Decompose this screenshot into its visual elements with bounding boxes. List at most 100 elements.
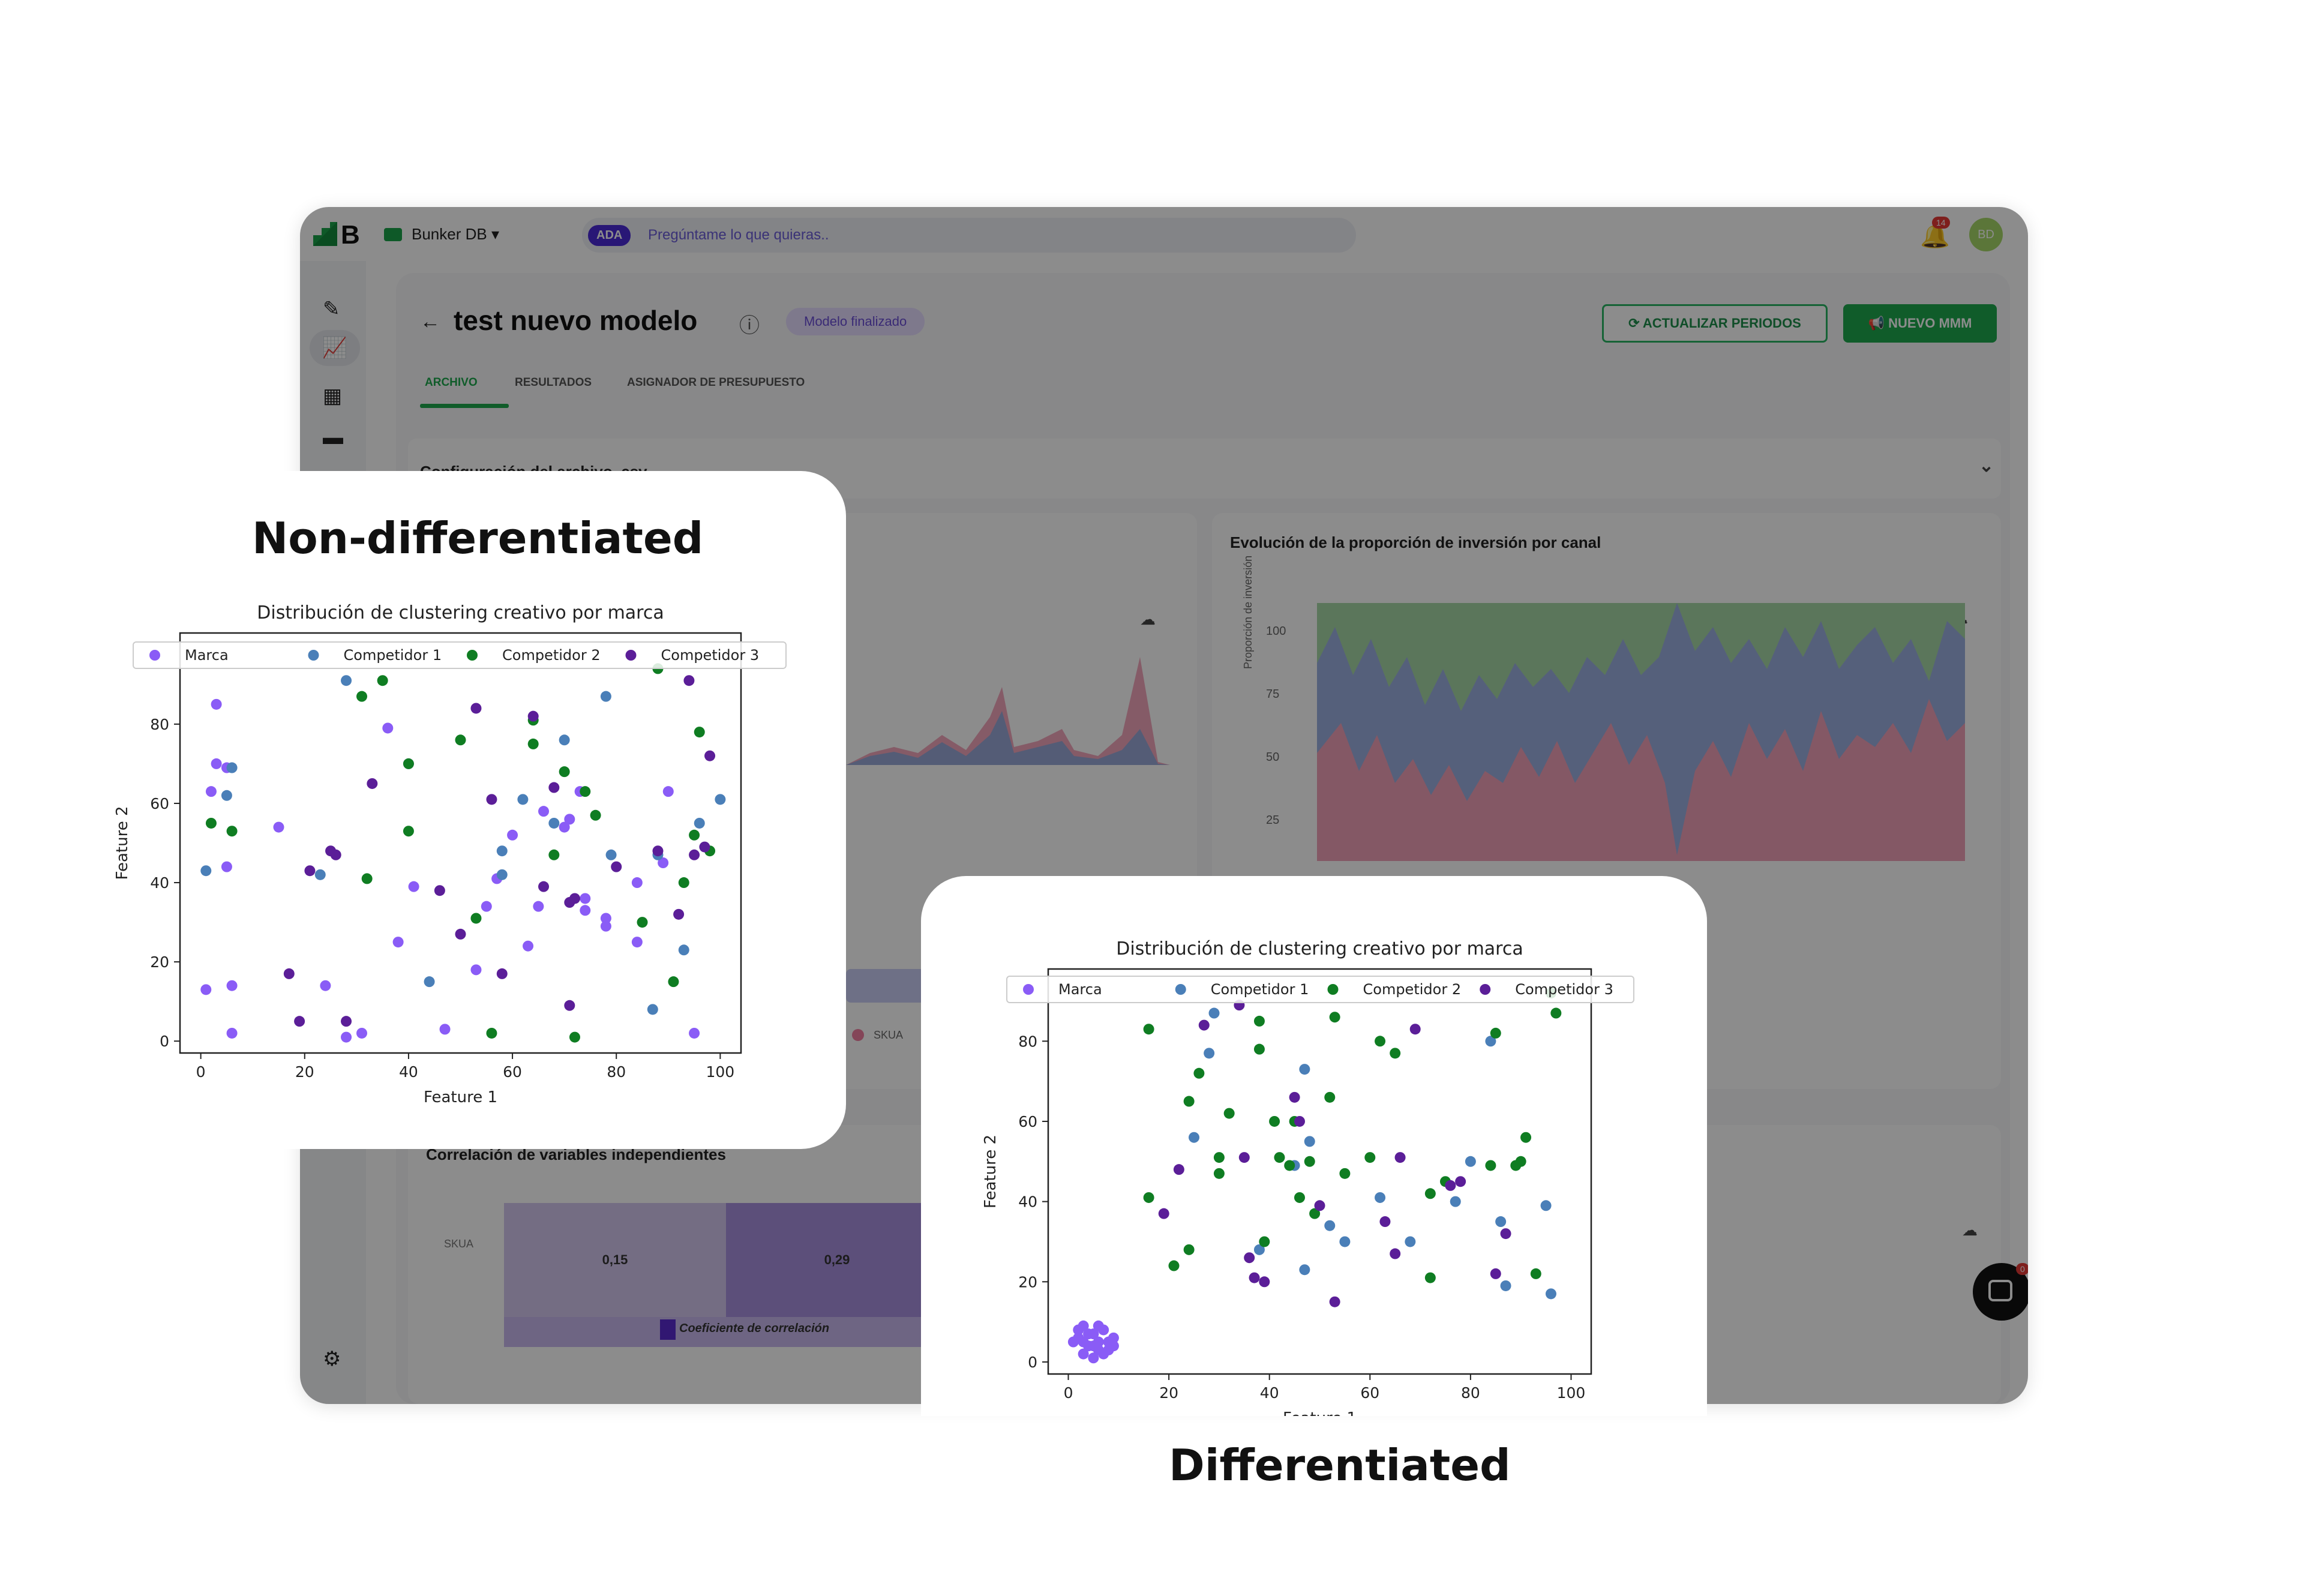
ada-badge: ADA: [588, 225, 631, 246]
y-tick-label: 60: [1018, 1113, 1037, 1130]
heading-differentiated: Differentiated: [1169, 1440, 1511, 1490]
scatter-point-series-1: [1093, 1320, 1104, 1331]
scatter-point-series-3: [1550, 1007, 1562, 1019]
scatter-point-series-1: [356, 1027, 368, 1039]
wand-icon[interactable]: ✎: [323, 298, 340, 320]
download-icon[interactable]: ☁: [1962, 1221, 1978, 1239]
scatter-point-series-3: [559, 766, 570, 778]
heading-non-differentiated: Non-differentiated: [252, 513, 704, 563]
scatter-point-series-3: [1193, 1067, 1205, 1079]
scatter-point-series-1: [662, 786, 674, 797]
scatter-point-series-1: [689, 1027, 700, 1039]
info-icon[interactable]: ⓘ: [739, 314, 760, 337]
scatter-point-series-3: [1304, 1156, 1315, 1167]
scatter-point-series-3: [1253, 1043, 1265, 1055]
legend-label: Marca: [1058, 981, 1102, 998]
chat-launcher-button[interactable]: 0: [1973, 1263, 2028, 1321]
scatter-point-series-3: [1143, 1024, 1154, 1035]
download-icon[interactable]: ☁: [1140, 610, 1156, 628]
scatter-point-series-2: [1485, 1036, 1496, 1047]
legend-dot-skua: [852, 1029, 864, 1041]
top-bar: B Bunker DB ▾ ADA Pregúntame lo que quie…: [300, 207, 2028, 261]
x-tick-label: 60: [1360, 1384, 1379, 1402]
y-tick-label: 40: [150, 874, 169, 892]
x-axis-label: Feature 1: [424, 1088, 497, 1106]
scatter-point-series-4: [1249, 1272, 1260, 1283]
scatter-point-series-3: [486, 1027, 497, 1039]
tab-asignador[interactable]: ASIGNADOR DE PRESUPUESTO: [627, 376, 805, 389]
scatter-point-series-2: [200, 865, 212, 877]
plot-frame: [1047, 968, 1592, 1375]
scatter-point-series-3: [377, 675, 388, 686]
notifications-bell-icon[interactable]: 🔔 14: [1920, 217, 1950, 249]
scatter-point-series-1: [200, 984, 212, 995]
scatter-point-series-3: [1284, 1160, 1295, 1171]
legend-marker: [1327, 984, 1339, 995]
y-tick-label: 0: [160, 1033, 169, 1050]
settings-icon[interactable]: ⚙: [323, 1348, 341, 1370]
legend-marker: [1023, 984, 1034, 995]
scatter-point-series-2: [647, 1004, 658, 1015]
ask-ada-search[interactable]: ADA Pregúntame lo que quieras..: [582, 218, 1356, 253]
folder-icon[interactable]: ▬: [323, 426, 343, 449]
scatter-point-series-2: [1375, 1192, 1386, 1203]
scatter-point-series-1: [1078, 1336, 1089, 1348]
new-mmm-button[interactable]: 📢 NUEVO MMM: [1843, 304, 1997, 343]
scatter-point-series-1: [205, 786, 217, 797]
scatter-point-series-1: [1108, 1340, 1119, 1352]
org-icon: [384, 228, 402, 241]
scatter-point-series-4: [1329, 1296, 1340, 1307]
scatter-point-series-4: [1500, 1228, 1511, 1240]
proportion-area-chart: [1317, 603, 1965, 861]
scatter-point-series-1: [226, 1027, 238, 1039]
scatter-point-series-4: [564, 1000, 575, 1011]
scatter-point-series-2: [1208, 1007, 1220, 1019]
scatter-point-series-1: [523, 940, 534, 952]
scatter-point-series-2: [517, 794, 529, 805]
x-tick-label: 100: [706, 1063, 735, 1081]
scatter-point-series-1: [1083, 1328, 1094, 1340]
scatter-point-series-3: [1213, 1168, 1225, 1179]
scatter-point-series-3: [1364, 1152, 1376, 1163]
heat-cell-2: 0,29: [726, 1203, 948, 1317]
chart-icon[interactable]: 📈: [310, 330, 360, 366]
scatter-point-series-1: [1088, 1352, 1099, 1364]
plot-frame: [179, 632, 742, 1054]
scatter-point-series-2: [715, 794, 726, 805]
back-arrow-icon[interactable]: ←: [420, 310, 440, 333]
scatter-point-series-4: [367, 778, 378, 789]
scatter-point-series-4: [434, 885, 445, 896]
x-axis-label: Feature 1: [1283, 1409, 1357, 1416]
scatter-chart-differentiated: Distribución de clustering creativo por …: [982, 938, 1634, 1416]
tab-resultados[interactable]: RESULTADOS: [515, 376, 592, 389]
legend-box: [1006, 976, 1634, 1003]
update-periods-button[interactable]: ⟳ ACTUALIZAR PERIODOS: [1602, 304, 1828, 343]
x-tick-label: 0: [196, 1063, 206, 1081]
scatter-point-series-4: [496, 968, 508, 979]
scatter-point-series-1: [481, 901, 492, 912]
legend-marker: [1175, 984, 1186, 995]
chevron-down-icon[interactable]: ⌄: [1979, 456, 1994, 476]
scatter-point-series-3: [1424, 1188, 1436, 1199]
scatter-point-series-1: [658, 857, 669, 869]
org-selector[interactable]: Bunker DB ▾: [384, 225, 499, 244]
scatter-point-series-1: [470, 964, 482, 976]
scatter-point-series-2: [605, 849, 617, 860]
heat-row-label: SKUA: [444, 1238, 474, 1250]
legend-label: Competidor 2: [502, 647, 601, 664]
scatter-point-series-2: [1545, 1288, 1556, 1300]
legend-label: Marca: [185, 647, 229, 664]
scatter-point-series-2: [600, 691, 611, 702]
scatter-point-series-3: [1520, 1132, 1532, 1143]
scatter-point-series-3: [1183, 1096, 1195, 1107]
scatter-point-series-2: [424, 976, 435, 988]
page-title: test nuevo modelo: [454, 305, 698, 336]
avatar[interactable]: BD: [1969, 218, 2003, 251]
x-tick-label: 80: [607, 1063, 626, 1081]
scatter-point-series-3: [678, 877, 689, 889]
grid-icon[interactable]: ▦: [323, 385, 343, 407]
scatter-point-series-3: [637, 917, 648, 928]
scatter-point-series-4: [683, 675, 695, 686]
tab-archivo[interactable]: ARCHIVO: [425, 376, 478, 389]
scatter-point-series-3: [1253, 1015, 1265, 1027]
